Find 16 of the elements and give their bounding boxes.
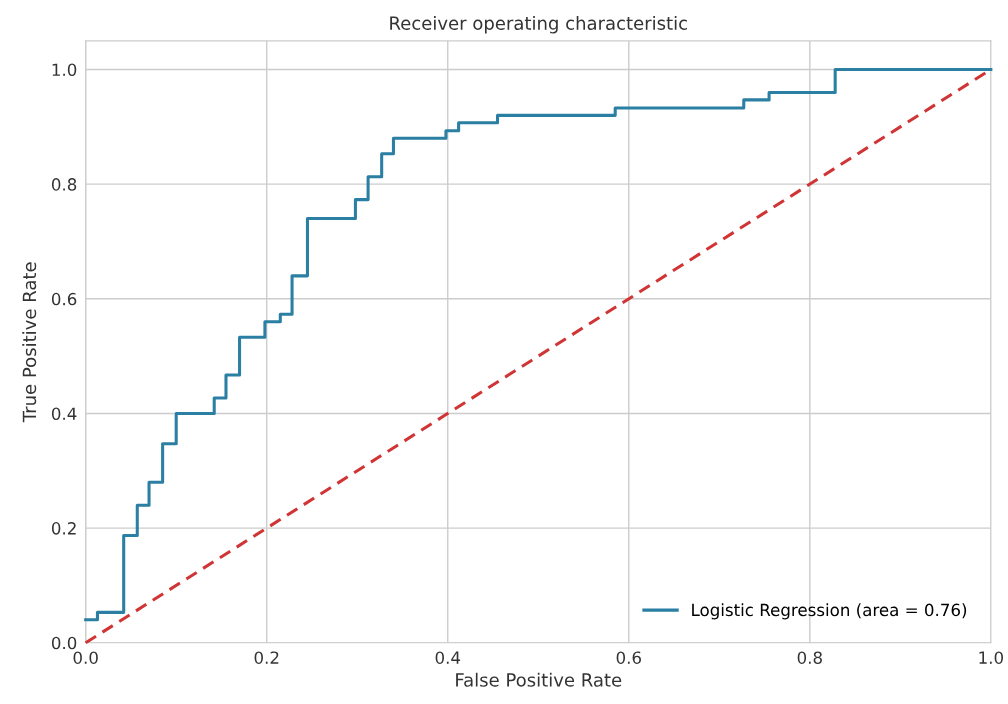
y-tick-label: 0.8	[51, 178, 77, 191]
y-tick-label: 0.4	[51, 407, 77, 421]
x-tick-label: 0.8	[797, 651, 822, 664]
x-tick-label: 0.0	[73, 651, 98, 664]
x-tick-label: 1.0	[979, 651, 1004, 664]
legend-label: Logistic Regression (area = 0.76)	[692, 603, 967, 620]
x-tick-label: 0.2	[254, 651, 279, 664]
x-tick-label: 0.6	[616, 651, 641, 664]
y-tick-label: 0.6	[51, 292, 77, 306]
y-axis-title: True Positive Rate	[22, 262, 37, 423]
y-tick-label: 0.0	[51, 636, 77, 650]
y-tick-label: 1.0	[52, 63, 77, 77]
x-tick-label: 0.4	[435, 651, 461, 664]
y-tick-label: 0.2	[51, 522, 76, 535]
chart-title: Receiver operating characteristic	[390, 16, 687, 34]
x-axis-title: False Positive Rate	[456, 672, 622, 687]
